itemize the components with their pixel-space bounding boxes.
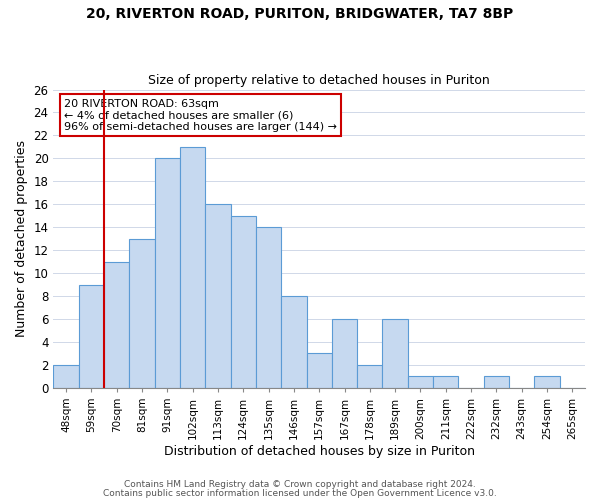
Bar: [256, 227, 281, 388]
Bar: [281, 296, 307, 388]
Text: 20, RIVERTON ROAD, PURITON, BRIDGWATER, TA7 8BP: 20, RIVERTON ROAD, PURITON, BRIDGWATER, …: [86, 8, 514, 22]
Bar: [382, 319, 408, 388]
Text: 20 RIVERTON ROAD: 63sqm
← 4% of detached houses are smaller (6)
96% of semi-deta: 20 RIVERTON ROAD: 63sqm ← 4% of detached…: [64, 98, 337, 132]
Bar: [307, 354, 332, 388]
X-axis label: Distribution of detached houses by size in Puriton: Distribution of detached houses by size …: [164, 444, 475, 458]
Bar: [408, 376, 433, 388]
Text: Contains HM Land Registry data © Crown copyright and database right 2024.: Contains HM Land Registry data © Crown c…: [124, 480, 476, 489]
Text: Contains public sector information licensed under the Open Government Licence v3: Contains public sector information licen…: [103, 488, 497, 498]
Bar: [535, 376, 560, 388]
Bar: [357, 365, 382, 388]
Bar: [484, 376, 509, 388]
Y-axis label: Number of detached properties: Number of detached properties: [15, 140, 28, 337]
Bar: [433, 376, 458, 388]
Bar: [79, 284, 104, 388]
Title: Size of property relative to detached houses in Puriton: Size of property relative to detached ho…: [148, 74, 490, 87]
Bar: [180, 147, 205, 388]
Bar: [104, 262, 130, 388]
Bar: [230, 216, 256, 388]
Bar: [332, 319, 357, 388]
Bar: [155, 158, 180, 388]
Bar: [130, 238, 155, 388]
Bar: [53, 365, 79, 388]
Bar: [205, 204, 230, 388]
